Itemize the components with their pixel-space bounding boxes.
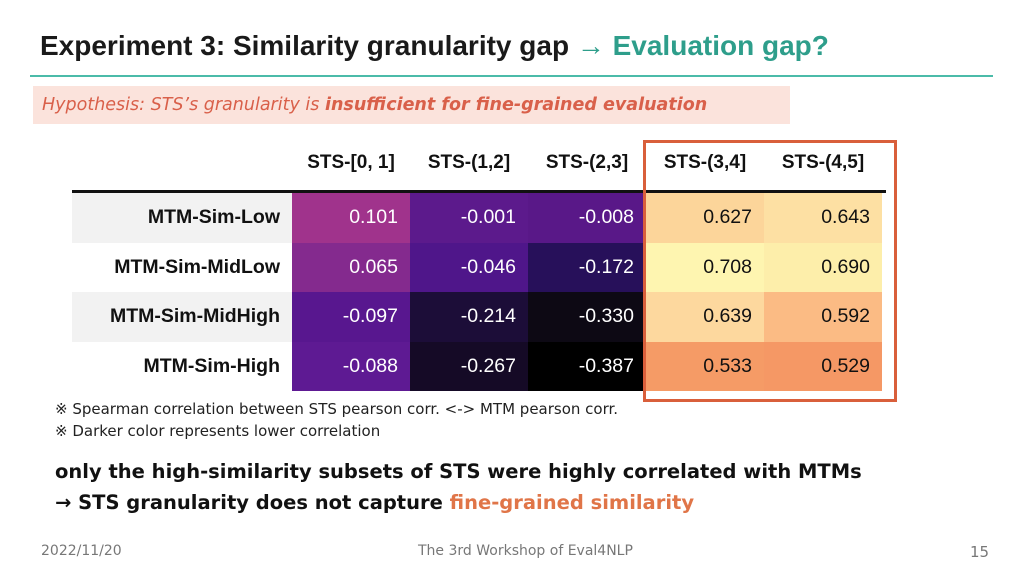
- heatmap-header-rule: [72, 190, 886, 193]
- footnote: ※ Spearman correlation between STS pears…: [55, 400, 619, 418]
- conclusion: only the high-similarity subsets of STS …: [55, 456, 862, 518]
- conclusion-line-1: only the high-similarity subsets of STS …: [55, 460, 862, 483]
- table-row: MTM-Sim-Low 0.101 -0.001 -0.008 0.627 0.643: [72, 193, 882, 243]
- conclusion-emphasis: fine-grained similarity: [449, 491, 695, 514]
- heatmap-cell: 0.101: [292, 193, 410, 243]
- row-label: MTM-Sim-High: [143, 354, 280, 377]
- column-header: STS-(3,4]: [663, 152, 747, 173]
- heatmap-cell: 0.592: [764, 292, 882, 342]
- hypothesis-prefix: Hypothesis: STS’s granularity is: [42, 95, 320, 115]
- heatmap-cell: -0.001: [410, 193, 528, 243]
- footer-date: 2022/11/20: [41, 543, 122, 559]
- heatmap-cell: -0.088: [292, 341, 410, 391]
- heatmap-cell: 0.533: [646, 341, 764, 391]
- row-label: MTM-Sim-MidLow: [114, 255, 280, 278]
- heatmap-cell: 0.529: [764, 341, 882, 391]
- heatmap-cell: 0.643: [764, 193, 882, 243]
- heatmap-cell: -0.267: [410, 341, 528, 391]
- row-label: MTM-Sim-Low: [72, 193, 292, 243]
- title-arrow: →: [576, 30, 605, 61]
- row-label: MTM-Sim-MidHigh: [72, 292, 292, 342]
- footnote: ※ Darker color represents lower correlat…: [55, 422, 381, 440]
- title-accent: Evaluation gap?: [612, 30, 829, 61]
- title-divider: [30, 75, 993, 77]
- heatmap-table: MTM-Sim-Low 0.101 -0.001 -0.008 0.627 0.643 MT…: [72, 193, 882, 391]
- footnotes: ※ Spearman correlation between STS pears…: [55, 398, 618, 442]
- column-header: STS-[0, 1]: [307, 152, 395, 173]
- heatmap-cell: 0.690: [764, 242, 882, 292]
- heatmap-cell: 0.708: [646, 242, 764, 292]
- page-number: 15: [970, 543, 990, 561]
- heatmap-cell: -0.387: [528, 341, 646, 391]
- heatmap-cell: 0.639: [646, 292, 764, 342]
- column-header: STS-(1,2]: [427, 152, 511, 173]
- heatmap-cell: -0.214: [410, 292, 528, 342]
- heatmap-cell: 0.627: [646, 193, 764, 243]
- table-row: MTM-Sim-MidLow 0.065 -0.046 -0.172 0.708 0.69…: [72, 242, 882, 292]
- title-main: Experiment 3: Similarity granularity gap: [40, 30, 570, 61]
- heatmap-cell: -0.330: [528, 292, 646, 342]
- conclusion-line-2: → STS granularity does not capture fine-…: [55, 487, 862, 518]
- footer-workshop: The 3rd Workshop of Eval4NLP: [418, 543, 633, 559]
- hypothesis-banner: Hypothesis: STS’s granularity is insuffi…: [33, 86, 790, 124]
- slide-title: Experiment 3: Similarity granularity gap…: [40, 30, 829, 62]
- table-row: MTM-Sim-High -0.088 -0.267 -0.387 0.533 0.529: [72, 341, 882, 391]
- heatmap-cell: -0.046: [410, 242, 528, 292]
- heatmap-cell: -0.097: [292, 292, 410, 342]
- heatmap-column-headers: STS-[0, 1] STS-(1,2] STS-(2,3] STS-(3,4]…: [292, 152, 882, 174]
- heatmap-cell: -0.008: [528, 193, 646, 243]
- column-header: STS-(2,3]: [545, 152, 629, 173]
- heatmap-cell: -0.172: [528, 242, 646, 292]
- heatmap-cell: 0.065: [292, 242, 410, 292]
- column-header: STS-(4,5]: [781, 152, 865, 173]
- highlight-box: [643, 140, 897, 402]
- hypothesis-emphasis: insufficient for fine-grained evaluation: [324, 95, 708, 115]
- table-row: MTM-Sim-MidHigh -0.097 -0.214 -0.330 0.639 0.…: [72, 292, 882, 342]
- conclusion-prefix: → STS granularity does not capture: [55, 491, 450, 514]
